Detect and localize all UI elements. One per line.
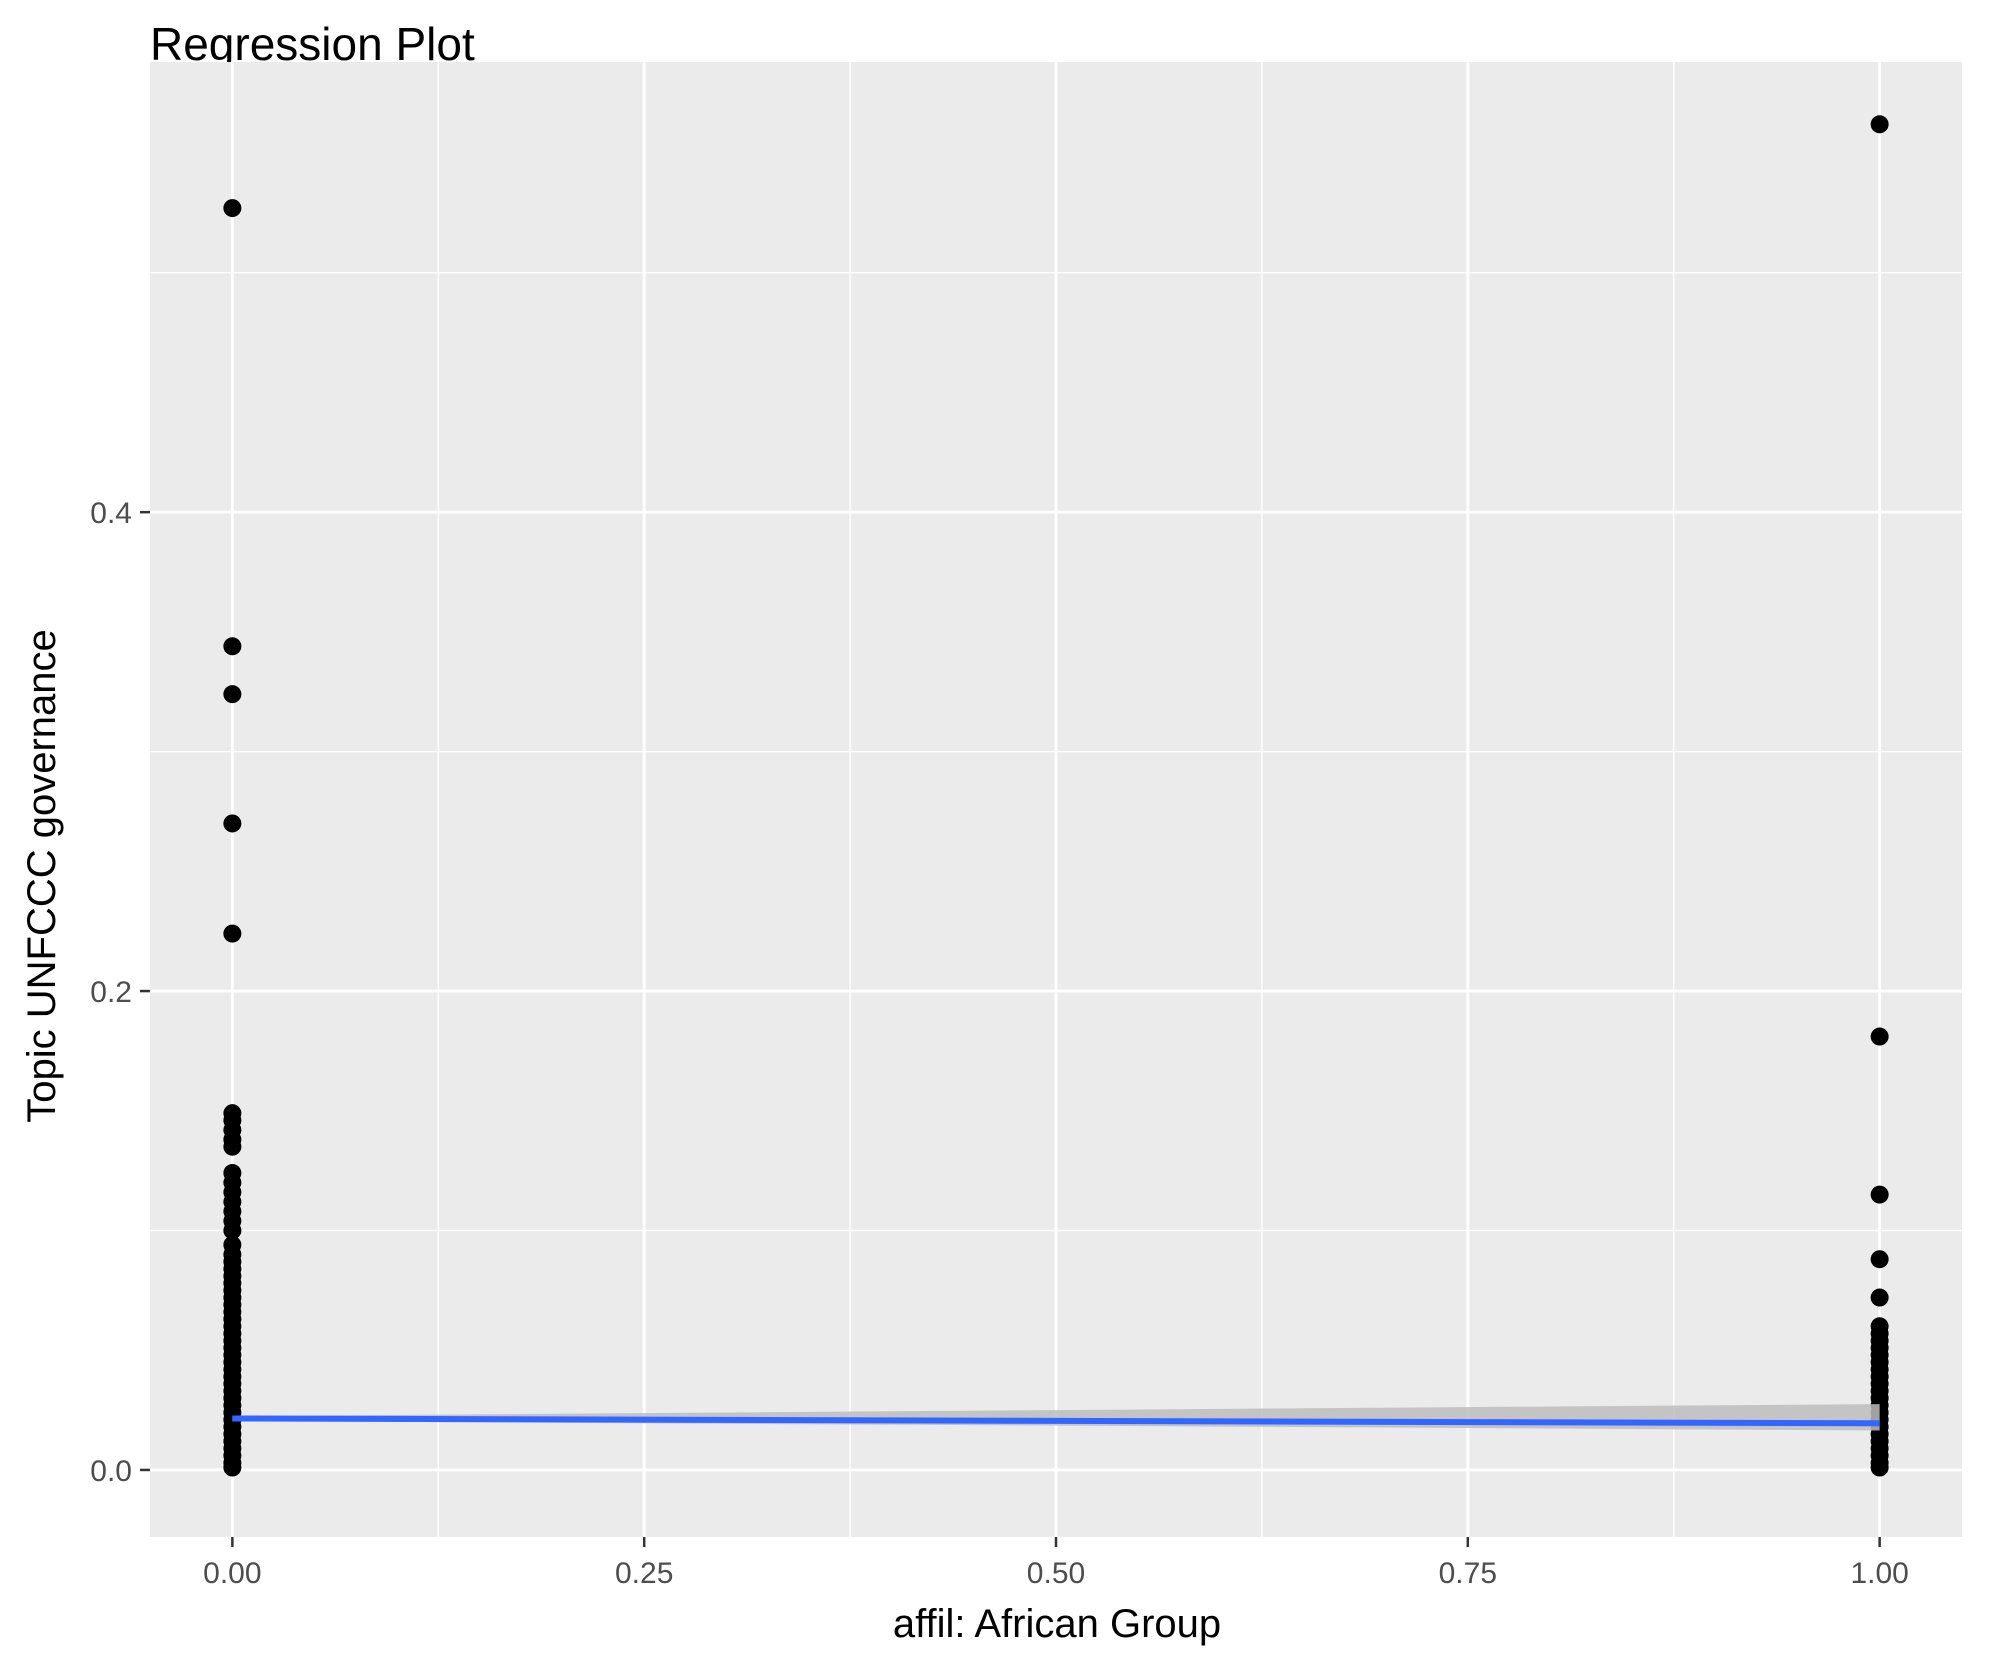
y-tick-label: 0.0 [90,1455,132,1488]
plot-area: 0.00 0.25 0.50 0.75 1.00 0.0 0.2 0.4 [90,62,1962,1590]
data-point [223,199,242,218]
data-point [1870,1288,1889,1307]
data-point [223,685,242,704]
data-point [223,814,242,833]
data-point [1870,1250,1889,1269]
data-point [223,1221,242,1240]
x-tick-label: 0.75 [1439,1557,1497,1590]
data-point [1870,1185,1889,1204]
data-point [223,1137,242,1156]
data-point [1870,1027,1889,1046]
x-tick-label: 0.00 [203,1557,261,1590]
chart-title: Regression Plot [150,18,475,70]
y-tick-label: 0.4 [90,497,132,530]
x-tick-label: 0.25 [615,1557,673,1590]
y-axis-label: Topic UNFCCC governance [20,629,64,1123]
x-tick-label: 0.50 [1027,1557,1085,1590]
data-point [223,1458,242,1477]
x-axis-label: affil: African Group [893,1602,1221,1646]
data-point [223,637,242,656]
y-tick-label: 0.2 [90,976,132,1009]
data-point [1870,1458,1889,1477]
regression-line [232,1415,1880,1427]
data-point [1870,115,1889,134]
data-point [223,924,242,943]
x-tick-label: 1.00 [1850,1557,1908,1590]
